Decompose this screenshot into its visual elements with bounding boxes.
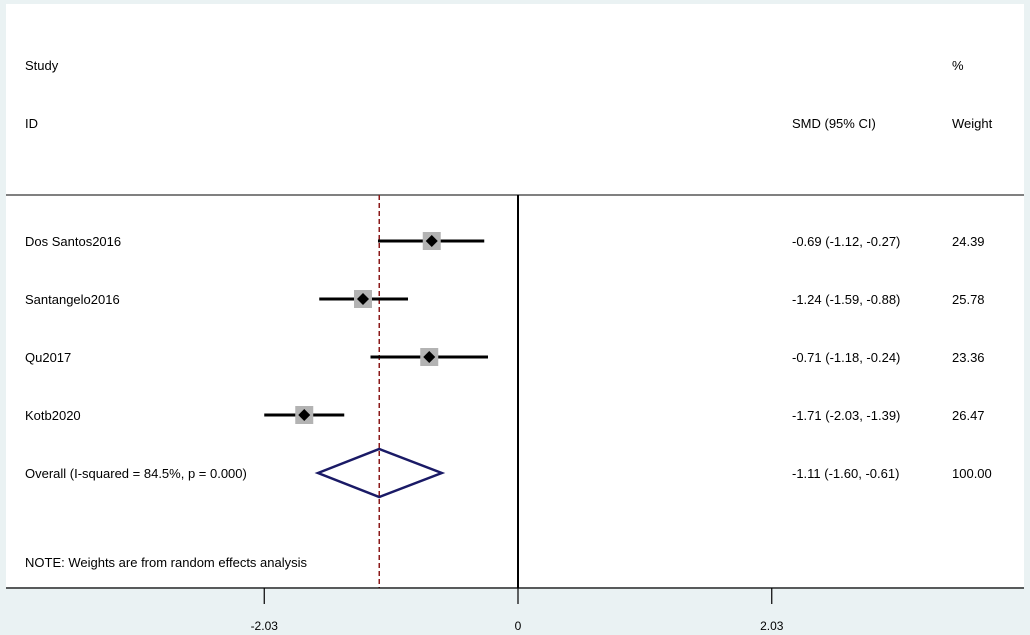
study-weight-value: 25.78 (952, 292, 985, 307)
header-study: Study (25, 58, 59, 73)
study-label: Santangelo2016 (25, 292, 120, 307)
point-estimate (425, 235, 438, 247)
overall-weight-value: 100.00 (952, 466, 992, 481)
study-label: Qu2017 (25, 350, 71, 365)
overall-label: Overall (I-squared = 84.5%, p = 0.000) (25, 466, 247, 481)
study-ci-value: -1.24 (-1.59, -0.88) (792, 292, 900, 307)
study-weight-value: 26.47 (952, 408, 985, 423)
point-estimate (357, 293, 369, 305)
overall-ci-value: -1.11 (-1.60, -0.61) (792, 466, 899, 481)
study-ci-value: -0.69 (-1.12, -0.27) (792, 234, 900, 249)
footnote: NOTE: Weights are from random effects an… (25, 555, 308, 570)
study-label: Dos Santos2016 (25, 234, 121, 249)
axis-tick-label: 0 (515, 619, 522, 633)
study-ci-value: -1.71 (-2.03, -1.39) (792, 408, 900, 423)
header-effect: SMD (95% CI) (792, 116, 876, 131)
axis-tick-label: 2.03 (760, 619, 784, 633)
header-weight-percent: % (952, 58, 964, 73)
plot-area: Study ID SMD (95% CI) % Weight Dos Santo… (6, 4, 1024, 633)
study-label: Kotb2020 (25, 408, 81, 423)
header-id: ID (25, 116, 38, 131)
study-ci-value: -0.71 (-1.18, -0.24) (792, 350, 900, 365)
study-weight-value: 23.36 (952, 350, 985, 365)
study-weight-value: 24.39 (952, 234, 985, 249)
point-estimate (298, 409, 311, 421)
overall-diamond (314, 447, 446, 499)
forest-plot: Study ID SMD (95% CI) % Weight Dos Santo… (6, 58, 1024, 633)
point-estimate (423, 351, 436, 363)
header-weight: Weight (952, 116, 993, 131)
axis-tick-label: -2.03 (251, 619, 279, 633)
